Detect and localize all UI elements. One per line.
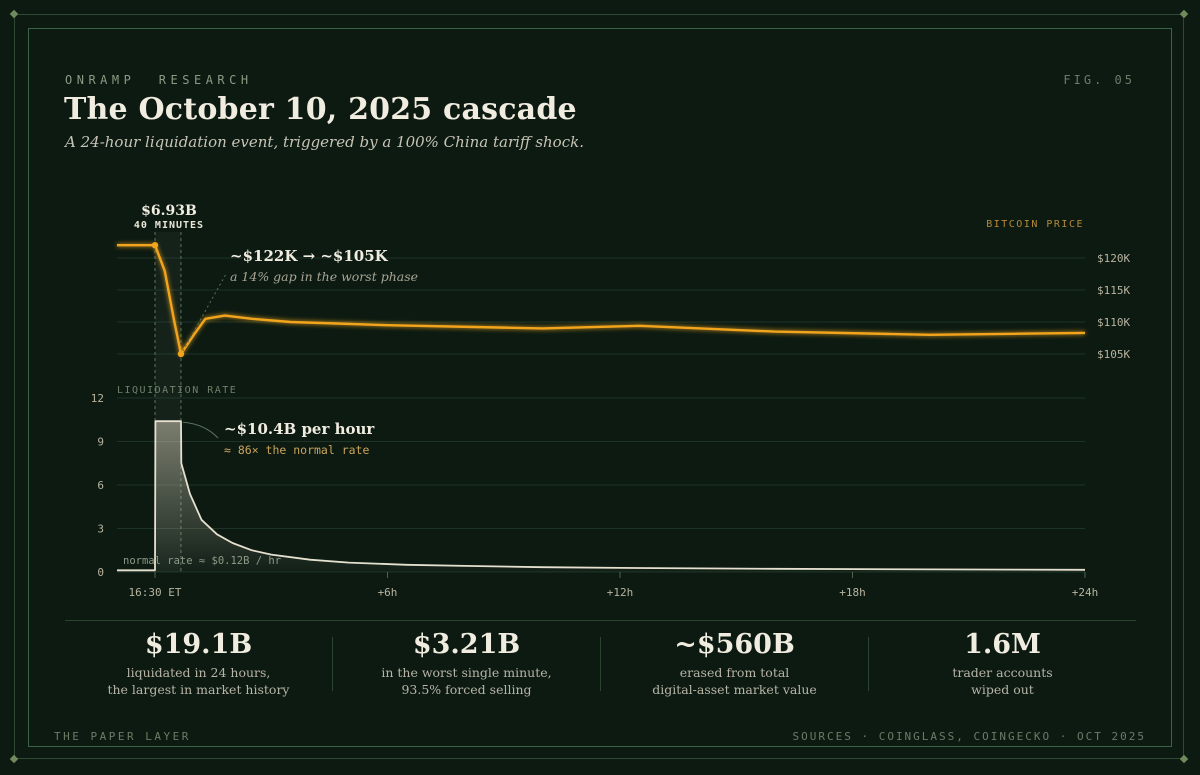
footer-sources: SOURCES · COINGLASS, COINGECKO · OCT 202… (792, 730, 1146, 743)
figure-number: FIG. 05 (1063, 73, 1135, 87)
footer-publication: THE PAPER LAYER (54, 730, 191, 743)
liq-tick-label: 3 (97, 523, 104, 536)
liquidation-line (117, 420, 1086, 572)
peak-rate-note: ≈ 86× the normal rate (224, 443, 369, 457)
corner-ornament (1179, 754, 1189, 764)
stats-row: $19.1B liquidated in 24 hours, the large… (65, 620, 1136, 701)
stat-liquidated: $19.1B liquidated in 24 hours, the large… (65, 621, 332, 698)
price-axis-label: BITCOIN PRICE (986, 219, 1084, 230)
normal-rate-label: normal rate ≈ $0.12B / hr (123, 555, 281, 567)
stat-value: $19.1B (144, 629, 253, 660)
liq-tick-label: 6 (97, 479, 104, 492)
outer-frame (14, 14, 1184, 759)
price-drop-note: a 14% gap in the worst phase (230, 269, 418, 284)
stat-divider (868, 637, 869, 691)
stat-value: 1.6M (964, 629, 1041, 660)
x-tick-label: 16:30 ET (129, 586, 182, 599)
price-tick-label: $120K (1097, 252, 1130, 265)
page-subtitle: A 24-hour liquidation event, triggered b… (65, 133, 584, 151)
window-value: $6.93B (141, 203, 197, 219)
liquidation-area-fill (117, 421, 1085, 572)
price-line (117, 244, 1086, 356)
liq-axis-label: LIQUIDATION RATE (117, 385, 237, 396)
stat-desc-line2: wiped out (971, 682, 1034, 697)
stat-desc-line1: in the worst single minute, (381, 665, 552, 680)
stat-divider (600, 637, 601, 691)
stat-desc-line1: erased from total (679, 665, 790, 680)
stat-value: ~$560B (674, 629, 795, 660)
peak-rate-leader (182, 421, 219, 439)
price-tick-label: $115K (1097, 284, 1130, 297)
stat-divider (332, 637, 333, 691)
x-tick-label: +18h (839, 586, 866, 599)
price-tick-label: $110K (1097, 316, 1130, 329)
liq-tick-label: 12 (91, 392, 104, 405)
x-tick-label: +12h (607, 586, 634, 599)
liq-tick-label: 9 (97, 436, 104, 449)
page-title: The October 10, 2025 cascade (64, 92, 577, 127)
cascade-chart: $105K $110K $115K $120K BITCOIN PRICE 0 3 6 9 12 L… (91, 203, 1131, 599)
stat-desc-line2: 93.5% forced selling (401, 682, 532, 697)
price-drop-label: ~$122K → ~$105K (230, 247, 389, 265)
stat-value: $3.21B (412, 629, 521, 660)
stat-desc-line1: liquidated in 24 hours, (126, 665, 271, 680)
stat-desc-line1: trader accounts (952, 665, 1053, 680)
inner-frame (28, 28, 1172, 747)
stat-accounts: 1.6M trader accounts wiped out (869, 621, 1136, 698)
stat-market-value: ~$560B erased from total digital-asset m… (601, 621, 868, 698)
peak-rate-label: ~$10.4B per hour (224, 420, 375, 438)
stat-worst-minute: $3.21B in the worst single minute, 93.5%… (333, 621, 600, 698)
price-marker (151, 242, 159, 249)
kicker: ONRAMP RESEARCH (65, 73, 253, 87)
x-tick-label: +6h (378, 586, 398, 599)
x-tick-label: +24h (1072, 586, 1099, 599)
stat-desc-line2: digital-asset market value (652, 682, 817, 697)
price-marker (177, 350, 185, 358)
window-label: 40 MINUTES (134, 220, 204, 231)
price-tick-label: $105K (1097, 348, 1130, 361)
liq-tick-label: 0 (97, 566, 104, 579)
stat-desc-line2: the largest in market history (107, 682, 290, 697)
